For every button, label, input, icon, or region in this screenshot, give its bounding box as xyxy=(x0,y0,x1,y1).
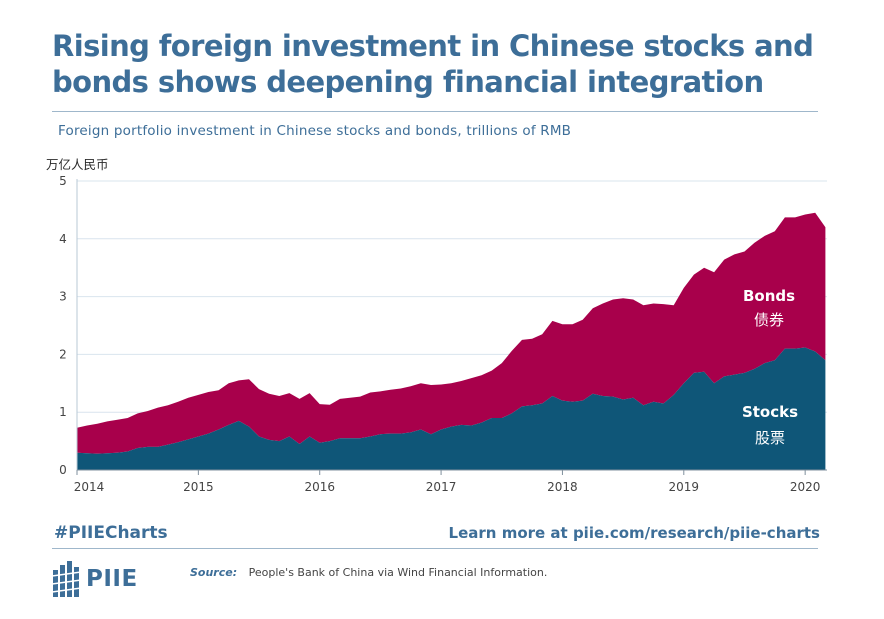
chart-subtitle: Foreign portfolio investment in Chinese … xyxy=(58,123,572,139)
x-tick-label: 2019 xyxy=(669,480,700,494)
stocks-label-cn: 股票 xyxy=(755,429,785,447)
bonds-area xyxy=(77,212,826,454)
piie-logo-text: PIIE xyxy=(86,566,138,592)
series-labels: Bonds 债券 Stocks 股票 xyxy=(742,287,798,447)
axes: 5 4 3 2 1 0 2014 2015 2016 2017 2018 2019 2020 xyxy=(59,174,827,494)
piie-logo[interactable]: PIIE xyxy=(52,560,138,598)
x-tick-label: 2017 xyxy=(426,480,457,494)
y-tick-label: 4 xyxy=(59,232,67,246)
footer-divider xyxy=(52,548,818,549)
chart-title: Rising foreign investment in Chinese sto… xyxy=(52,29,814,99)
y-tick-label: 3 xyxy=(59,290,67,304)
y-unit-label-cn: 万亿人民币 xyxy=(46,157,109,172)
piie-logo-icon xyxy=(52,561,82,597)
y-tick-label: 2 xyxy=(59,347,67,361)
source-label: Source: xyxy=(190,566,238,579)
source-note: Source: People's Bank of China via Wind … xyxy=(190,566,547,579)
x-tick-label: 2018 xyxy=(547,480,578,494)
hashtag-label: #PIIECharts xyxy=(54,523,168,543)
area-layers xyxy=(77,212,826,470)
x-tick-label: 2014 xyxy=(74,480,105,494)
stocks-label: Stocks xyxy=(742,403,798,421)
title-divider xyxy=(52,111,818,112)
x-tick-label: 2015 xyxy=(183,480,214,494)
source-text: People's Bank of China via Wind Financia… xyxy=(248,566,548,579)
y-tick-label: 5 xyxy=(59,174,67,188)
learn-more-link[interactable]: Learn more at piie.com/research/piie-cha… xyxy=(448,524,820,542)
x-tick-label: 2020 xyxy=(790,480,821,494)
y-tick-label: 0 xyxy=(59,463,67,477)
y-tick-label: 1 xyxy=(59,405,67,419)
bonds-label-cn: 债券 xyxy=(754,311,784,329)
stocks-area xyxy=(77,347,826,470)
x-tick-label: 2016 xyxy=(304,480,335,494)
bonds-label: Bonds xyxy=(743,287,795,305)
